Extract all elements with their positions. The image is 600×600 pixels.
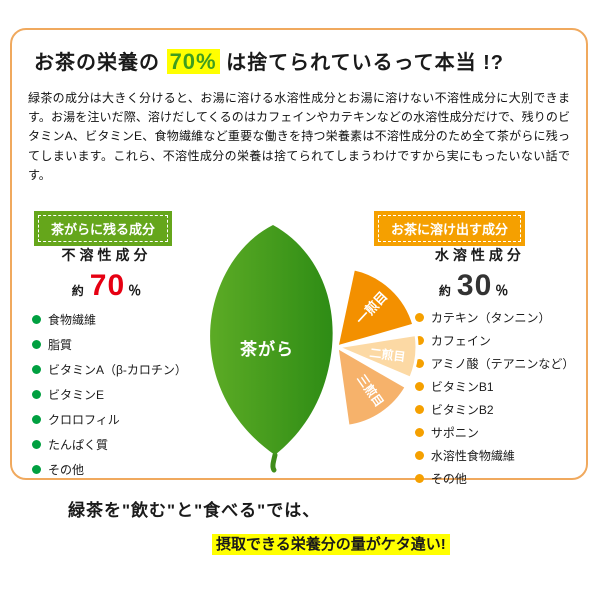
bullet-icon [414,427,424,437]
insoluble-list: 食物繊維 脂質 ビタミンA（β-カロチン） ビタミンE クロロフィル たんぱく質… [26,311,187,478]
list-item: 食物繊維 [32,311,187,328]
list-item: 水溶性食物繊維 [414,447,575,464]
list-item: カフェイン [414,332,575,349]
wedge-third-brew [335,345,408,428]
list-item-label: その他 [430,471,467,486]
bullet-icon [414,312,424,322]
list-item-label: ビタミンB1 [430,379,494,394]
title-highlight: 70% [166,49,220,74]
wedge-first-brew [335,267,416,349]
list-item: 脂質 [32,336,187,353]
page-title: お茶の栄養の 70% は捨てられているって本当 !? [34,46,572,75]
bullet-icon [414,381,424,391]
bullet-icon [414,335,424,345]
bullet-icon [32,464,41,474]
bullet-icon [414,473,424,483]
list-item-label: サポニン [430,425,479,440]
list-item-label: アミノ酸（テアニンなど） [430,356,575,371]
list-item: ビタミンB2 [414,401,575,418]
list-item-label: ビタミンA（β-カロチン） [48,362,187,377]
bullet-icon [32,439,41,449]
right-badge: お茶に溶け出す成分 [378,214,522,242]
soluble-list: カテキン（タンニン） カフェイン アミノ酸（テアニンなど） ビタミンB1 ビタミ… [409,309,575,487]
footer-line1: 緑茶を"飲む"と"食べる"では、 [68,501,321,520]
leaf-graphic: 茶がら 一煎目 二煎目 三煎目 [187,209,419,477]
leaf-label: 茶がら [240,339,294,359]
leaf-shape [209,224,333,455]
intro-paragraph: 緑茶の成分は大きく分けると、お湯に溶ける水溶性成分とお湯に溶けない不溶性成分に大… [28,91,570,182]
list-item: ビタミンA（β-カロチン） [32,361,187,378]
percent-sign: ％ [495,282,509,298]
soluble-heading: 水溶性成分 [434,246,525,263]
list-item-label: クロロフィル [48,412,120,427]
approx-label: 約 [71,283,84,298]
list-item: カテキン（タンニン） [414,309,575,326]
bullet-icon [414,450,424,460]
bullet-icon [32,389,41,399]
list-item: その他 [414,470,575,487]
leaf-and-brews-svg: 茶がら 一煎目 二煎目 三煎目 [209,224,419,473]
list-item: その他 [32,461,187,478]
list-item-label: その他 [48,462,85,477]
list-item-label: ビタミンE [48,387,105,402]
second-brew-label: 二煎目 [369,345,407,364]
insoluble-percent-value: 70 [89,268,126,302]
comparison-section: 茶がらに残る成分 お茶に溶け出す成分 不溶性成分 約 70 ％ 食物繊維 脂質 ビタ… [26,209,575,486]
wedge-second-brew [335,332,419,380]
insoluble-column: 不溶性成分 約 70 ％ 食物繊維 脂質 ビタミンA（β-カロチン） ビタミンE ク… [26,209,187,477]
leaf-stem [270,452,278,473]
list-item-label: カテキン（タンニン） [430,310,551,325]
soluble-percent-value: 30 [456,268,493,302]
footer-section: 緑茶を"飲む"と"食べる"では、 摂取できる栄養分の量がケタ違い! [0,496,600,555]
list-item: ビタミンB1 [414,378,575,395]
list-item-label: ビタミンB2 [430,402,494,417]
bullet-icon [414,358,424,368]
bullet-icon [414,404,424,414]
title-prefix: お茶の栄養の [34,52,167,74]
percent-sign: ％ [128,282,142,298]
content-frame: お茶の栄養の 70% は捨てられているって本当 !? 緑茶の成分は大きく分けると… [10,28,588,486]
list-item: クロロフィル [32,411,187,428]
soluble-column: 水溶性成分 約 30 ％ カテキン（タンニン） カフェイン アミノ酸（テアニンなど）… [387,209,575,486]
footer-line2-highlight: 摂取できる栄養分の量がケタ違い! [212,534,450,555]
list-item: サポニン [414,424,575,441]
list-item-label: 食物繊維 [48,312,97,327]
soluble-percent: 約 30 ％ [409,269,575,303]
approx-label: 約 [438,283,451,298]
insoluble-percent: 約 70 ％ [26,269,187,303]
footer-line2: 摂取できる栄養分の量がケタ違い! [212,533,600,555]
list-item-label: たんぱく質 [48,437,109,452]
bullet-icon [32,314,41,324]
list-item: ビタミンE [32,386,187,403]
bullet-icon [32,364,41,374]
list-item: アミノ酸（テアニンなど） [414,355,575,372]
left-badge: 茶がらに残る成分 [38,214,169,242]
list-item-label: 水溶性食物繊維 [430,448,515,463]
title-suffix: は捨てられているって本当 !? [219,52,504,74]
list-item: たんぱく質 [32,436,187,453]
list-item-label: 脂質 [48,337,73,352]
bullet-icon [32,414,41,424]
list-item-label: カフェイン [430,333,491,348]
bullet-icon [32,339,41,349]
insoluble-heading: 不溶性成分 [61,246,152,263]
